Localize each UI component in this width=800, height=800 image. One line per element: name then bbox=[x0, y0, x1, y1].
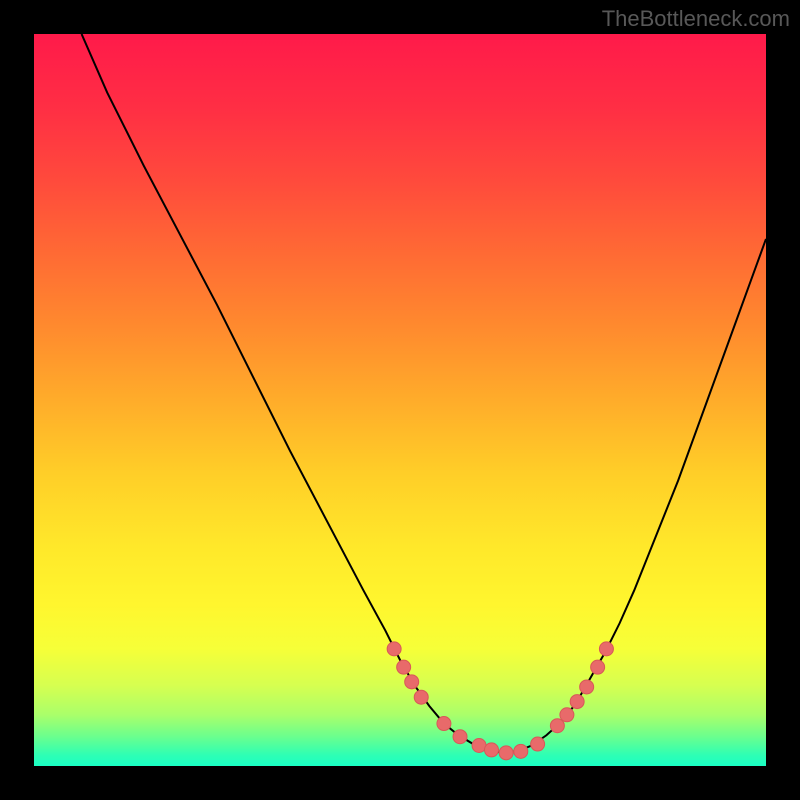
curve-marker bbox=[499, 746, 513, 760]
watermark-text: TheBottleneck.com bbox=[602, 6, 790, 32]
curve-marker bbox=[453, 730, 467, 744]
plot-background bbox=[34, 34, 766, 766]
curve-marker bbox=[472, 739, 486, 753]
curve-marker bbox=[485, 743, 499, 757]
curve-marker bbox=[437, 717, 451, 731]
chart-container: TheBottleneck.com bbox=[0, 0, 800, 800]
curve-marker bbox=[599, 642, 613, 656]
curve-marker bbox=[514, 744, 528, 758]
curve-marker bbox=[591, 660, 605, 674]
curve-marker bbox=[397, 660, 411, 674]
curve-marker bbox=[387, 642, 401, 656]
curve-marker bbox=[550, 719, 564, 733]
curve-marker bbox=[570, 695, 584, 709]
curve-marker bbox=[405, 675, 419, 689]
bottleneck-curve-chart bbox=[0, 0, 800, 800]
curve-marker bbox=[580, 680, 594, 694]
curve-marker bbox=[531, 737, 545, 751]
curve-marker bbox=[560, 708, 574, 722]
curve-marker bbox=[414, 690, 428, 704]
